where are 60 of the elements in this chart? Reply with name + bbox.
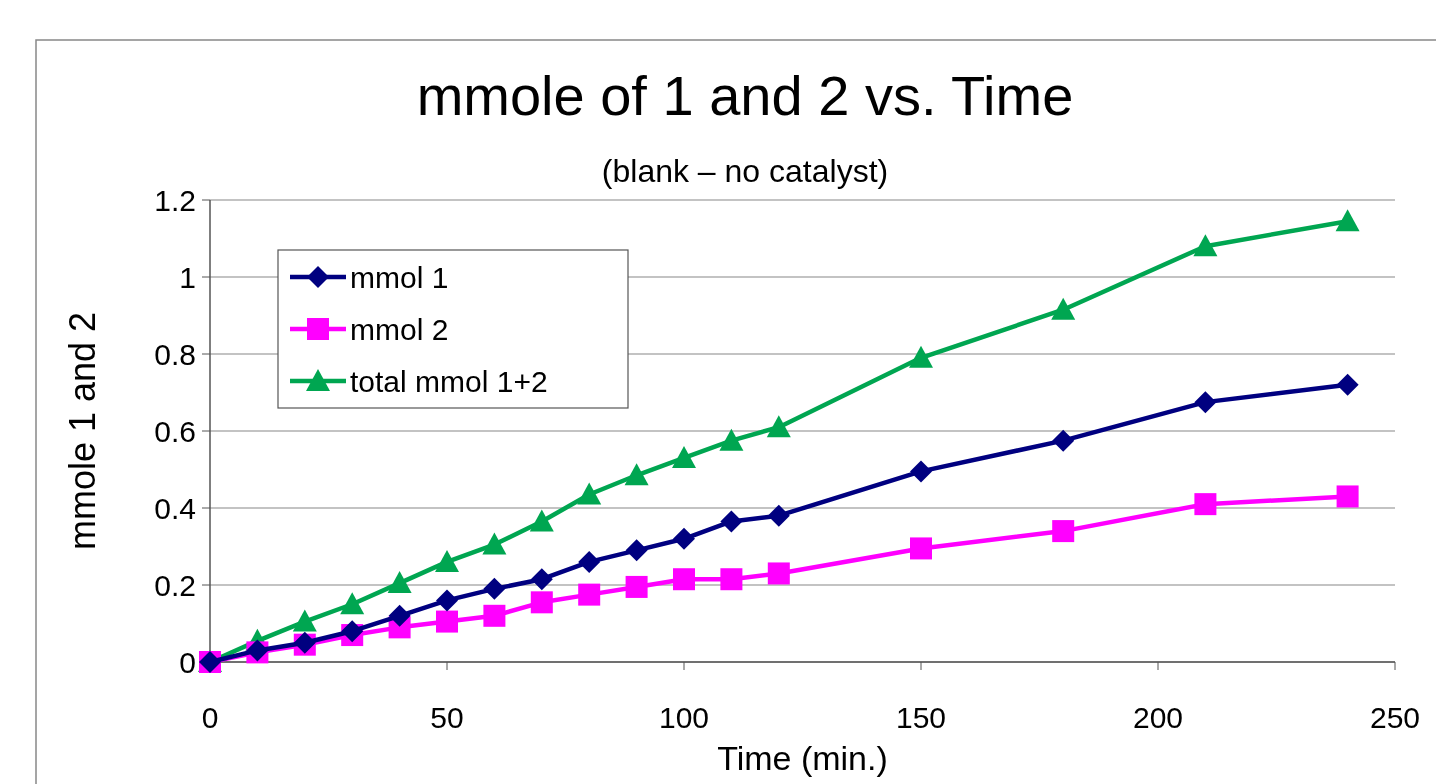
point bbox=[767, 504, 790, 527]
legend-label: mmol 1 bbox=[350, 260, 449, 294]
y-axis-title: mmole 1 and 2 bbox=[62, 311, 103, 551]
x-tick-label: 200 bbox=[1132, 701, 1184, 734]
point bbox=[436, 610, 458, 633]
point bbox=[1336, 373, 1359, 396]
point bbox=[530, 591, 553, 614]
point bbox=[387, 571, 412, 594]
point bbox=[1194, 493, 1217, 516]
point bbox=[483, 577, 506, 600]
point bbox=[530, 568, 553, 591]
point bbox=[1052, 429, 1075, 452]
point bbox=[435, 549, 459, 572]
point bbox=[1051, 297, 1076, 320]
y-tick-label: 1 bbox=[179, 260, 196, 294]
point bbox=[483, 604, 506, 627]
point bbox=[909, 345, 933, 368]
y-tick-label: 0.2 bbox=[154, 568, 196, 602]
point bbox=[1336, 485, 1359, 508]
x-axis-title: Time (min.) bbox=[717, 739, 888, 777]
point bbox=[1194, 391, 1217, 414]
y-tick-label: 0 bbox=[179, 645, 196, 679]
point bbox=[578, 550, 601, 573]
point bbox=[340, 592, 365, 615]
y-tick-label: 0.6 bbox=[154, 414, 196, 448]
y-tick-label: 1.2 bbox=[154, 183, 196, 217]
point bbox=[625, 575, 648, 598]
point bbox=[292, 609, 317, 632]
point bbox=[577, 482, 602, 505]
point bbox=[1193, 234, 1218, 257]
point bbox=[673, 568, 695, 591]
point bbox=[720, 568, 743, 591]
point bbox=[388, 604, 411, 627]
y-tick-label: 0.4 bbox=[154, 491, 196, 525]
point bbox=[672, 445, 696, 468]
x-tick-label: 50 bbox=[430, 701, 464, 734]
point bbox=[910, 460, 932, 483]
y-tick-label: 0.8 bbox=[154, 337, 196, 371]
point bbox=[529, 509, 554, 532]
point bbox=[1335, 209, 1360, 232]
legend-label: total mmol 1+2 bbox=[350, 364, 548, 398]
point bbox=[719, 428, 744, 451]
point bbox=[767, 562, 790, 585]
point bbox=[720, 510, 743, 533]
chart-subtitle: (blank – no catalyst) bbox=[601, 153, 889, 189]
point bbox=[673, 527, 695, 550]
x-tick-label: 150 bbox=[895, 701, 947, 734]
point bbox=[910, 537, 932, 560]
chart-title: mmole of 1 and 2 vs. Time bbox=[416, 64, 1074, 127]
point bbox=[625, 539, 648, 562]
x-tick-label: 250 bbox=[1369, 701, 1421, 734]
point bbox=[578, 583, 601, 606]
point bbox=[436, 589, 458, 612]
point bbox=[482, 532, 507, 555]
point bbox=[766, 415, 791, 438]
legend-label: mmol 2 bbox=[350, 312, 449, 346]
point bbox=[1052, 520, 1075, 543]
x-tick-label: 0 bbox=[201, 701, 219, 734]
point bbox=[624, 463, 649, 486]
x-tick-label: 100 bbox=[658, 701, 710, 734]
